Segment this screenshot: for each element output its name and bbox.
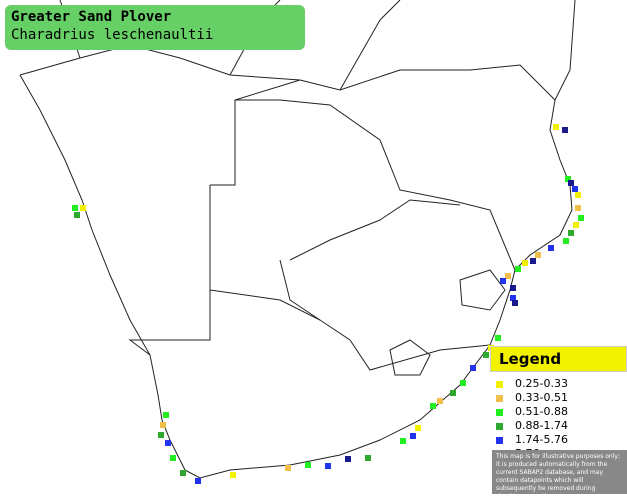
record-square [553,124,559,130]
record-square [568,180,574,186]
legend-item: 0.88-1.74 [490,419,627,433]
record-square [522,260,528,266]
record-square [158,432,164,438]
record-square [165,440,171,446]
record-square [430,403,436,409]
record-square [460,380,466,386]
record-square [410,433,416,439]
record-square [575,205,581,211]
legend-items: 0.25-0.33 0.33-0.51 0.51-0.88 0.88-1.74 1.74… [490,372,627,461]
legend-item: 0.33-0.51 [490,391,627,405]
record-square [530,258,536,264]
record-square [415,425,421,431]
record-square [495,335,501,341]
record-square [572,186,578,192]
record-square [505,273,511,279]
record-square [450,390,456,396]
record-square [563,238,569,244]
legend-label: 0.25-0.33 [515,377,568,390]
record-square [500,278,506,284]
record-square [285,465,291,471]
record-square [568,230,574,236]
legend-swatch [496,422,503,430]
legend-label: 0.88-1.74 [515,419,568,432]
record-square [565,176,571,182]
legend-item: 0.51-0.88 [490,405,627,419]
legend-item: 0.25-0.33 [490,377,627,391]
record-square [578,215,584,221]
subtitle: Charadrius leschenaultii [11,27,214,43]
legend-swatch [496,394,503,402]
title: Greater Sand Plover [11,9,172,25]
legend-label: 1.74-5.76 [515,433,568,446]
legend-label: 0.51-0.88 [515,405,568,418]
disclaimer: This map is for illustrative purposes on… [492,450,627,500]
record-square [510,285,516,291]
record-square [170,455,176,461]
record-square [74,212,80,218]
record-square [80,205,86,211]
records [72,124,584,484]
record-square [483,352,489,358]
legend-swatch [496,436,503,444]
record-square [180,470,186,476]
record-square [160,422,166,428]
record-square [325,463,331,469]
record-square [163,412,169,418]
record-square [548,245,554,251]
record-square [195,478,201,484]
record-square [562,127,568,133]
legend-title: Legend [490,346,627,372]
record-square [400,438,406,444]
record-square [575,192,581,198]
title-box: Greater Sand Plover Charadrius leschenau… [5,5,305,50]
record-square [515,266,521,272]
record-square [345,456,351,462]
record-square [573,222,579,228]
legend: Legend 0.25-0.33 0.33-0.51 0.51-0.88 0.88-1… [490,346,627,500]
record-square [305,462,311,468]
legend-label: 0.33-0.51 [515,391,568,404]
record-square [365,455,371,461]
legend-swatch [496,380,503,388]
legend-swatch [496,408,503,416]
record-square [72,205,78,211]
record-square [230,472,236,478]
record-square [437,398,443,404]
record-square [510,295,516,301]
record-square [535,252,541,258]
legend-item: 1.74-5.76 [490,433,627,447]
record-square [512,300,518,306]
record-square [470,365,476,371]
